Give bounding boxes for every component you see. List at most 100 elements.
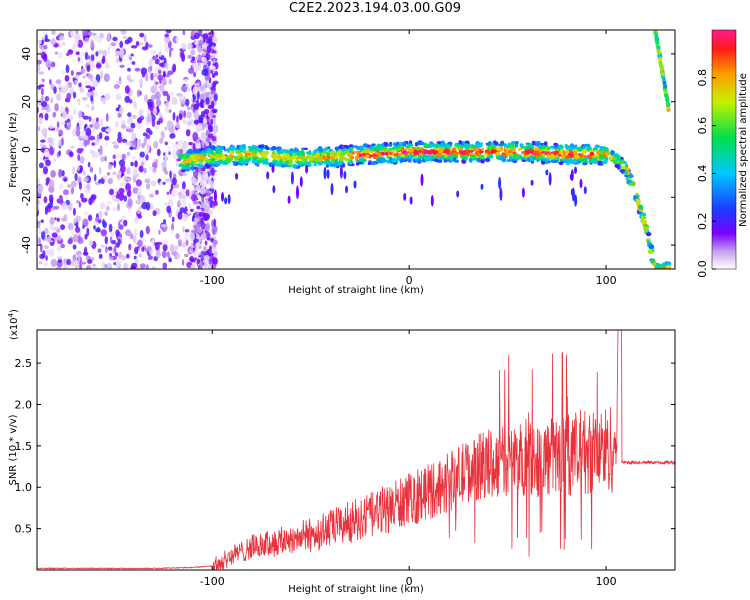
heat-cell	[656, 50, 661, 55]
heat-cell	[206, 81, 213, 88]
heat-cell	[108, 256, 114, 261]
heat-cell	[277, 151, 282, 155]
heat-cell	[205, 97, 210, 105]
heat-cell	[91, 149, 96, 159]
heat-cell	[77, 57, 81, 62]
heat-cell	[44, 113, 49, 121]
heat-cell	[60, 224, 66, 231]
heat-cell	[171, 96, 178, 105]
heat-cell	[266, 171, 270, 180]
heat-cell	[355, 159, 360, 163]
heat-cell	[84, 80, 90, 85]
heat-cell	[271, 165, 275, 173]
heat-cell	[79, 262, 82, 269]
heat-cell	[110, 231, 115, 238]
heat-cell	[660, 72, 665, 77]
heat-cell	[61, 202, 68, 211]
heat-cell	[112, 206, 118, 212]
heat-cell	[155, 54, 158, 59]
heat-cell	[123, 175, 128, 182]
heat-cell	[210, 141, 217, 145]
heat-cell	[40, 100, 48, 108]
heat-cell	[140, 161, 145, 167]
heat-cell	[117, 202, 120, 212]
heat-cell	[97, 210, 103, 220]
heat-cell	[185, 98, 190, 107]
heat-cell	[565, 154, 569, 160]
heat-cell	[69, 86, 74, 96]
heat-cell	[73, 234, 79, 243]
heat-cell	[620, 160, 624, 164]
heat-cell	[338, 158, 345, 161]
heat-cell	[37, 126, 41, 132]
heat-cell	[143, 167, 147, 174]
heat-cell	[40, 219, 44, 223]
heat-cell	[136, 117, 143, 124]
heat-cell	[499, 187, 503, 201]
heat-cell	[146, 183, 151, 190]
heat-cell	[75, 221, 79, 229]
heat-cell	[95, 117, 99, 123]
heat-cell	[153, 242, 158, 246]
heat-cell	[56, 127, 60, 132]
heat-cell	[84, 233, 88, 240]
heat-cell	[50, 97, 54, 104]
heat-cell	[621, 165, 625, 171]
heat-cell	[507, 142, 511, 148]
heat-cell	[107, 177, 114, 185]
heat-cell	[659, 264, 663, 267]
heat-cell	[334, 146, 339, 151]
heat-cell	[190, 154, 196, 159]
heat-cell	[115, 154, 122, 158]
heat-cell	[200, 104, 204, 108]
heat-cell	[201, 250, 204, 259]
heat-cell	[337, 150, 342, 155]
heat-cell	[52, 205, 60, 210]
heat-cell	[128, 243, 132, 251]
heat-cell	[305, 164, 309, 174]
heat-cell	[166, 120, 173, 130]
heat-cell	[146, 109, 151, 116]
heat-cell	[47, 202, 53, 209]
heat-cell	[141, 71, 146, 78]
heat-cell	[177, 192, 182, 196]
heat-cell	[121, 120, 126, 126]
heat-cell	[367, 162, 372, 166]
heat-cell	[72, 244, 77, 250]
heat-cell	[253, 156, 259, 160]
heat-cell	[480, 159, 485, 164]
heat-cell	[170, 228, 174, 235]
heat-cell	[48, 179, 55, 189]
heat-cell	[653, 272, 658, 275]
heat-cell	[168, 145, 171, 152]
heat-cell	[37, 178, 40, 186]
heat-cell	[125, 141, 132, 146]
heat-cell	[543, 141, 548, 146]
spectrogram-panel: -100 0 100 -40 -20 0 20 40 Height of straight …	[8, 29, 676, 296]
heat-cell	[641, 215, 645, 221]
heat-cell	[454, 152, 458, 156]
heat-cell	[171, 216, 175, 223]
heat-cell	[145, 73, 149, 82]
heat-cell	[149, 202, 154, 210]
heat-cell	[592, 147, 599, 151]
heat-cell	[291, 155, 297, 160]
heat-cell	[659, 272, 662, 276]
heat-cell	[218, 159, 224, 163]
heat-cell	[532, 157, 537, 161]
heat-cell	[187, 54, 192, 59]
heat-cell	[123, 195, 128, 202]
heat-cell	[45, 255, 48, 261]
heat-cell	[553, 142, 559, 146]
heat-cell	[608, 156, 613, 161]
heat-cell	[80, 261, 87, 265]
heat-cell	[236, 145, 240, 150]
heat-cell	[204, 182, 211, 186]
heat-cell	[546, 153, 550, 159]
heat-cell	[330, 159, 335, 164]
heat-cell	[247, 152, 251, 156]
heat-cell	[118, 221, 121, 228]
heat-cell	[127, 177, 131, 182]
heat-cell	[521, 150, 525, 155]
heat-cell	[562, 159, 568, 164]
